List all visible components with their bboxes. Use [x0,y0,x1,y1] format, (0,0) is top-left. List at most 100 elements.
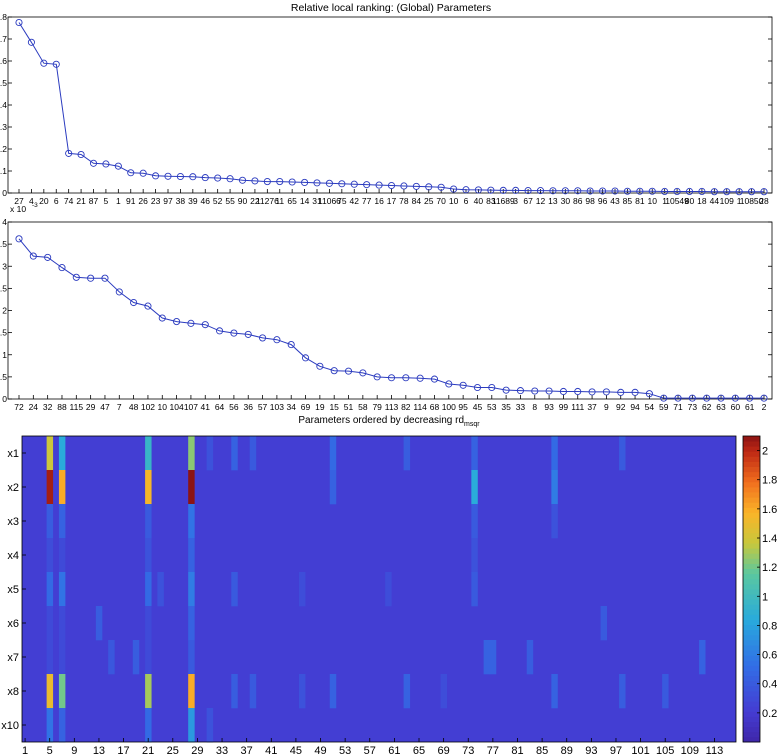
heatmap-cell [46,606,54,641]
heatmap-cell [298,572,306,607]
colorbar-segment [743,721,760,728]
data-point [512,186,520,194]
column-label: 45 [290,745,302,756]
data-point [645,390,653,398]
colorbar-segment [743,731,760,738]
heatmap-cell [188,572,195,607]
data-point [660,394,668,402]
y-tick-label: 0.1 [0,166,7,176]
heatmap-cell [188,674,195,709]
colorbar-segment [743,650,760,656]
x-tick-label: 26 [138,196,148,206]
data-point [216,327,224,335]
data-point [445,380,453,388]
middle-plot-y-axis: 0 0.5 1 1.5 2 2.5 3 3.5 4 [0,217,772,404]
data-point [499,186,507,194]
data-point [115,288,123,296]
data-point [40,59,48,67]
heatmap-cell [46,504,54,539]
x-tick-label: 59 [659,402,669,412]
x-tick-label: 42 [350,196,360,206]
heatmap-cell [619,436,626,471]
exponent-power: -3 [32,202,38,209]
column-label: 85 [536,745,548,756]
x-tick-label: 44 [710,196,720,206]
colorbar-segment [743,487,760,493]
colorbar-segment [743,629,760,636]
heatmap-cell [551,436,558,471]
data-point [400,182,408,190]
xlabel-main: Parameters ordered by decreasing rd [298,415,464,426]
data-point [251,177,259,185]
heatmap-cell [46,640,54,675]
data-point [487,186,495,194]
x-tick-label: 68 [430,402,440,412]
x-tick-label: 39 [188,196,198,206]
y-tick-label: 2.5 [0,283,7,293]
colorbar-segment [743,502,760,508]
data-point [173,318,181,326]
heatmap-cell [471,470,478,505]
x-tick-label: 30 [561,196,571,206]
data-point [599,187,607,195]
data-point [760,188,768,196]
x-tick-label: 11066 [318,196,341,206]
heatmap-cell [58,708,66,743]
x-tick-label: 69 [301,402,311,412]
x-tick-label: 83 [486,196,496,206]
heatmap-cell [46,470,54,505]
colorbar-segment [743,711,760,717]
data-point [473,383,482,392]
x-tick-label: 16 [374,196,384,206]
x-tick-label: 20 [39,196,49,206]
colorbar-segment [743,461,760,467]
colorbar-segment [743,660,760,666]
y-tick-label: 1.5 [0,328,7,338]
x-tick-label: 87 [89,196,99,206]
data-point [623,187,631,195]
heatmap-cell [58,436,66,471]
column-label: 37 [241,745,253,756]
data-point [72,273,80,281]
heatmap-cell [600,606,608,641]
column-label: 101 [631,745,649,756]
data-point [130,298,138,307]
data-point [698,187,706,196]
data-point [373,373,381,381]
middle-plot-xlabel: Parameters ordered by decreasing rdmsqr [298,415,480,428]
x-tick-label: 1 [737,196,742,206]
xlabel-subscript: msqr [464,421,480,428]
colorbar-segment [743,548,760,554]
x-tick-label: 53 [487,402,497,412]
x-tick-label: 72 [14,402,24,412]
data-point [760,394,768,402]
data-point [176,172,184,181]
column-label: 89 [561,745,573,756]
data-point [731,394,739,402]
y-tick-label: 0.6 [0,56,7,66]
x-tick-label: 6 [464,196,469,206]
x-tick-label: 95 [458,402,468,412]
data-point [488,383,496,392]
x-tick-label: 55 [225,196,235,206]
column-label: 9 [71,745,77,756]
heatmap-cell [471,436,478,471]
colorbar-tick-label: 0.8 [762,620,777,632]
x-tick-label: 48 [129,402,139,412]
heatmap-cell [249,674,257,709]
x-tick-label: 11276 [256,196,279,206]
colorbar-segment [743,691,760,697]
heatmap-cell [188,538,195,573]
row-label: x5 [7,584,19,596]
x-tick-label: 58 [358,402,368,412]
colorbar-segment [743,492,760,498]
top-plot-x-axis: 27 4 20 6 74 21 87 5 1 91 26 23 97 38 39 46 52 55 90 221127… [14,189,769,206]
x-tick-label: 21 [76,196,86,206]
colorbar-segment [743,624,760,631]
data-point [425,183,433,191]
row-label: x2 [7,482,19,494]
x-tick-label: 15 [329,402,339,412]
x-tick-label: 91 [126,196,136,206]
middle-plot-frame [7,221,773,400]
data-point [631,388,639,396]
